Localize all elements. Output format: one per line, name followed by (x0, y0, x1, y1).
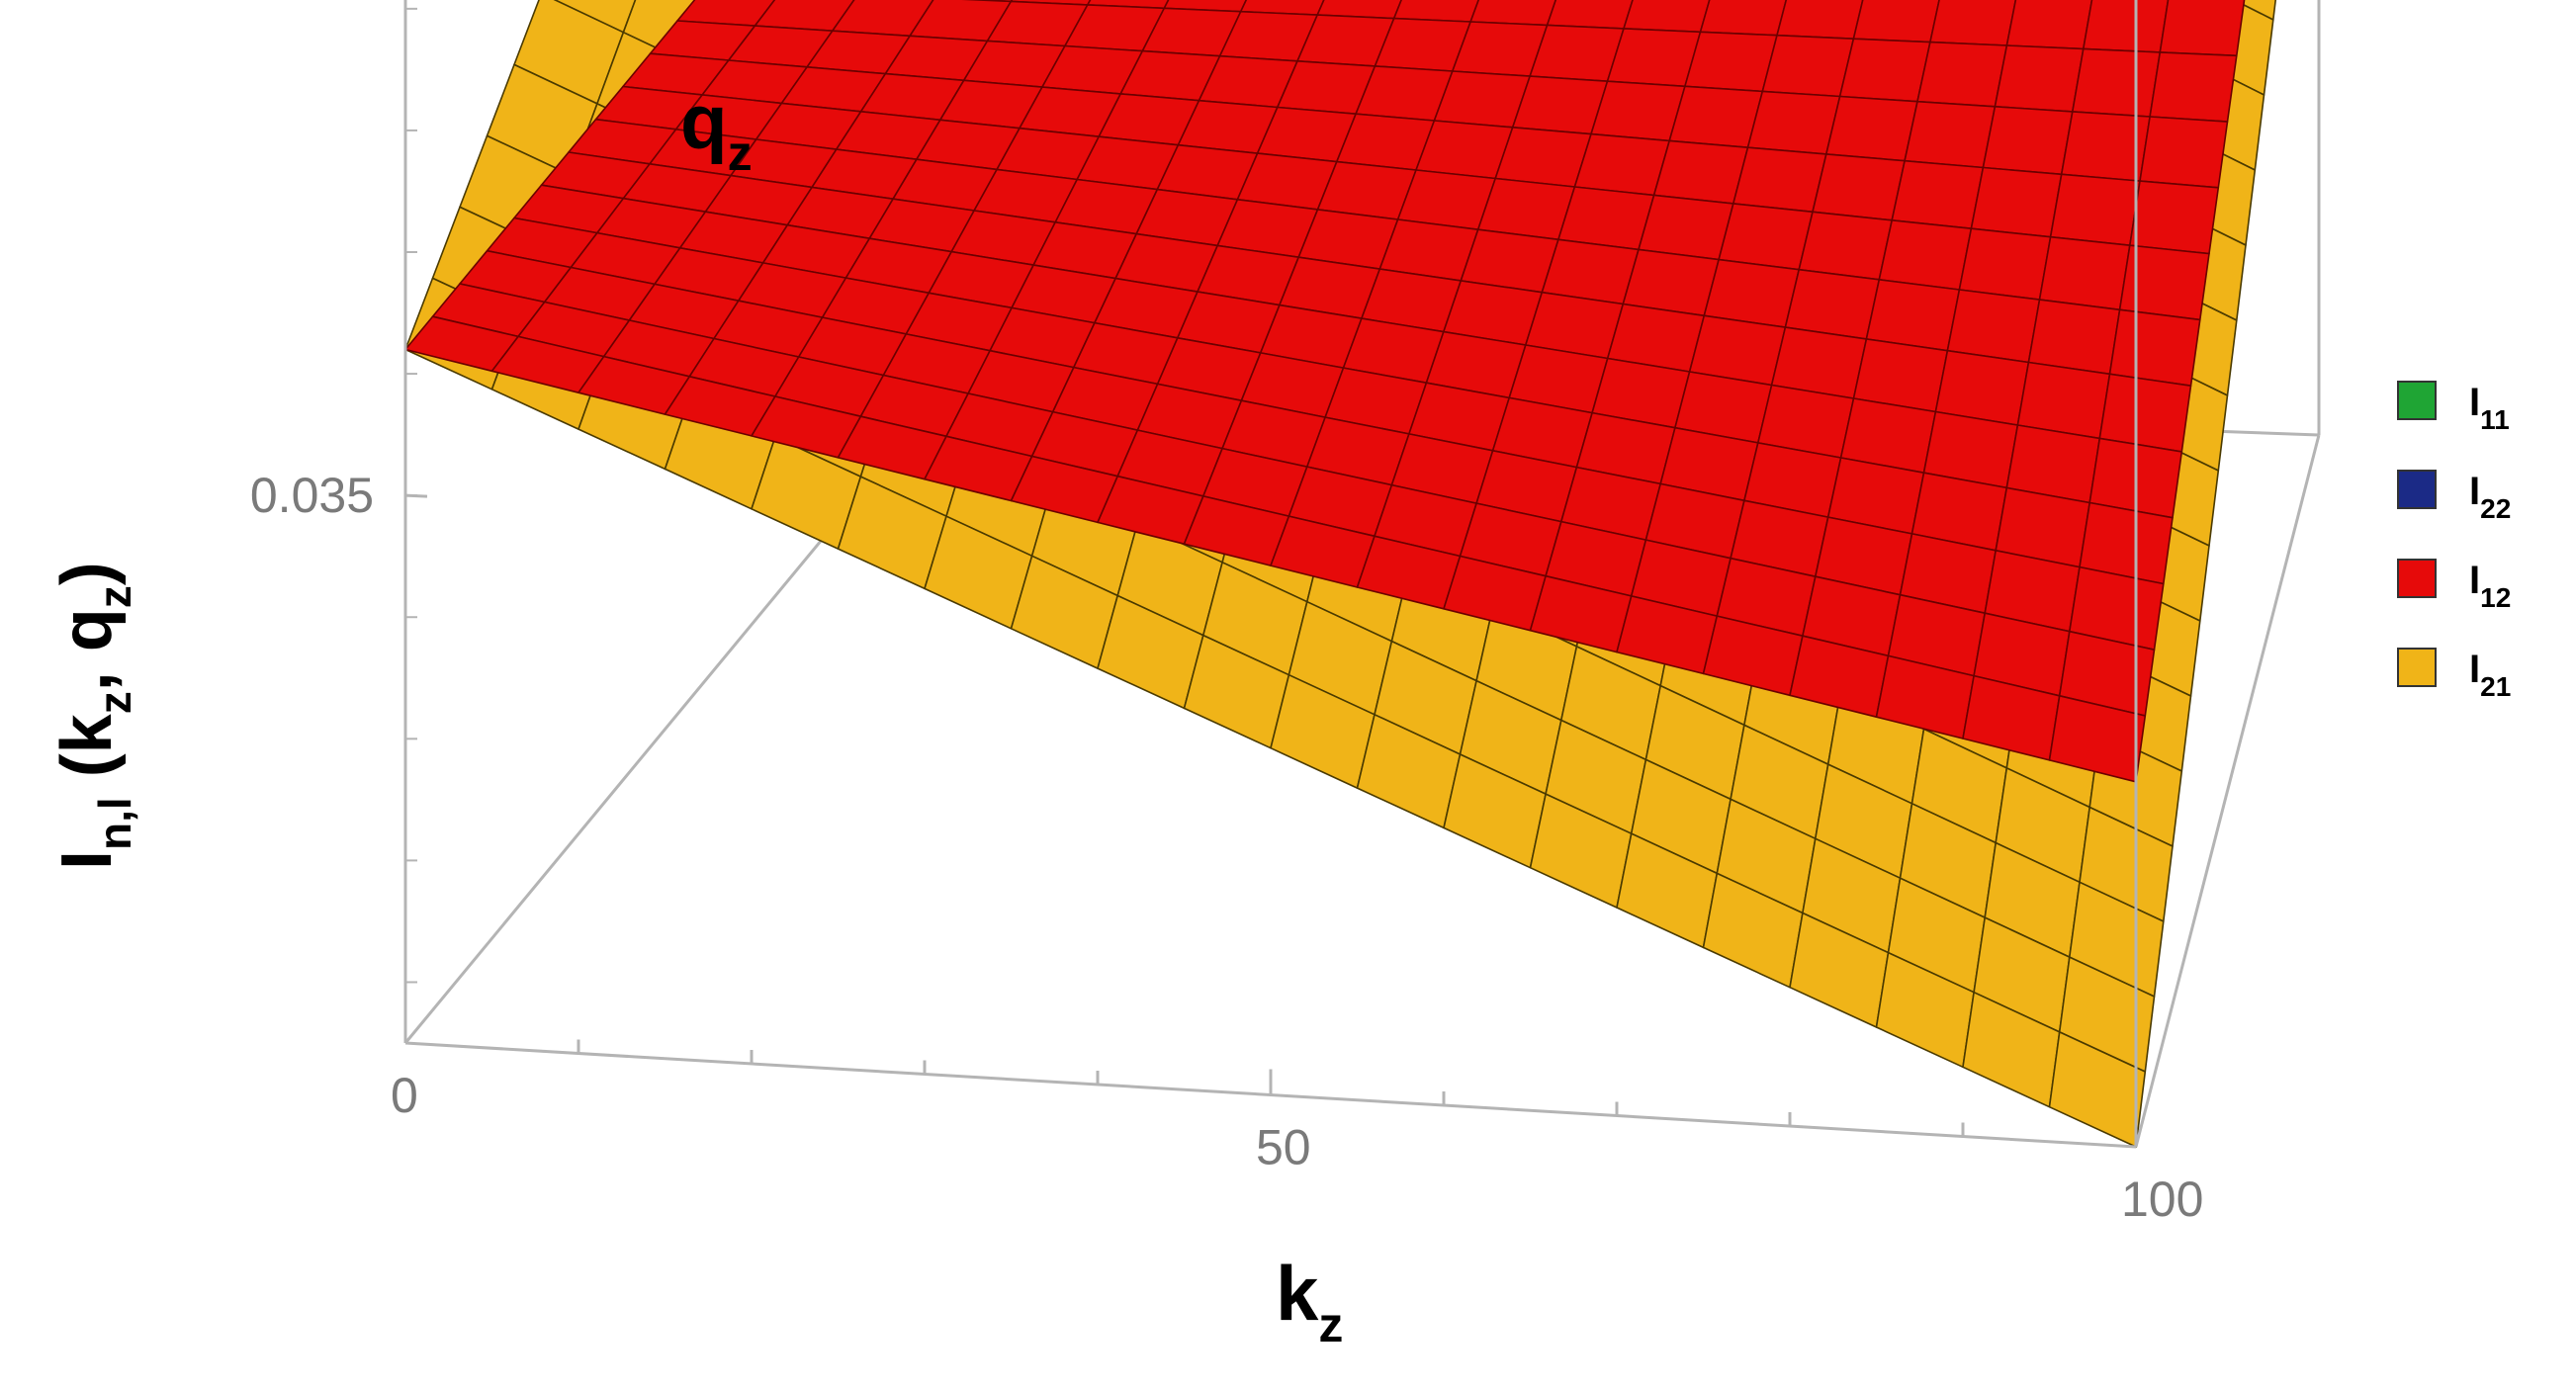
legend-item-I21: I21 (2397, 648, 2511, 702)
surface-cell (2048, 1031, 2147, 1148)
surface-cell (1891, 159, 1985, 229)
surface-cell (1904, 100, 1997, 169)
surface-cell (1746, 90, 1841, 155)
legend-item-I12: I12 (2397, 559, 2511, 613)
surface-cell (1825, 95, 1918, 162)
legend-swatch (2397, 381, 2437, 420)
surface-cell (1929, 0, 2017, 46)
z-axis-title: In,l (kz, qz) (47, 562, 140, 870)
surface-cell (1878, 219, 1973, 291)
surface-cell (1718, 203, 1814, 271)
surface-cell (2027, 299, 2121, 376)
surface-cell (1638, 194, 1734, 261)
surface-cell (1590, 80, 1686, 142)
surface-cell (1761, 34, 1855, 98)
surface-cell (1865, 278, 1961, 352)
surface-cell (1606, 28, 1702, 88)
surface-cell (1946, 289, 2041, 364)
box-edge-right-bottom (2134, 434, 2321, 1148)
surface-cell (1652, 139, 1749, 205)
surface-cell (2139, 116, 2229, 189)
surface-cell (2049, 173, 2141, 246)
qz-axis-title: qz (680, 78, 753, 181)
legend-label: I21 (2469, 648, 2511, 702)
legend-swatch (2397, 470, 2437, 509)
surface-cell (2149, 51, 2238, 123)
surface-cell (1916, 41, 2008, 108)
surface-cell (2083, 0, 2170, 53)
surface-cell (1684, 31, 1778, 93)
surface-cell (2005, 0, 2093, 50)
surface-cell (1776, 0, 1864, 41)
surface-I12 (404, 0, 2246, 783)
legend-item-I11: I11 (2397, 381, 2510, 435)
surface-cell (1476, 177, 1576, 241)
ticks (403, 7, 2138, 1147)
kz-tick-label: 100 (2121, 1172, 2203, 1227)
surface-cell (1732, 146, 1827, 214)
legend-label: I12 (2469, 559, 2511, 613)
z-tick-label: 0.035 (250, 468, 374, 523)
legend-item-I22: I22 (2397, 470, 2511, 524)
surface-cell (2108, 308, 2201, 388)
surface-cell (1798, 211, 1893, 281)
surface-cell (1557, 186, 1655, 251)
surfaces (404, 0, 2277, 1148)
legend-swatch (2397, 648, 2437, 687)
surface-cell (1852, 0, 1940, 43)
surface-cell (2038, 235, 2131, 311)
kz-axis-title: kz (1276, 1250, 1343, 1352)
legend-label: I11 (2469, 381, 2510, 435)
surface-cell (1573, 132, 1670, 197)
surface-cell (1982, 106, 2074, 176)
surface-cell (2072, 47, 2162, 118)
surface-cell (1958, 227, 2052, 301)
legend: I11 I22 I12 I21 (2397, 381, 2511, 702)
axis-titles: kz qz In,l (kz, qz) (47, 78, 1343, 1352)
surface-cell (2129, 180, 2220, 255)
tick-labels: 0501000501000.0350.0400.0450.050 (250, 468, 2204, 1227)
surface-cell (1994, 44, 2085, 113)
surface-cell (1668, 85, 1764, 148)
surface-cell (1838, 38, 1931, 103)
surface-cell (2118, 244, 2210, 321)
surface-cell (2048, 694, 2147, 783)
kz-tick-label: 50 (1256, 1120, 1311, 1175)
surface-cell (1970, 166, 2063, 238)
legend-swatch (2397, 559, 2437, 598)
surface-cell (2159, 0, 2246, 57)
surface-cell (1812, 153, 1906, 221)
kz-tick-label: 0 (391, 1068, 418, 1123)
legend-label: I22 (2469, 470, 2511, 524)
